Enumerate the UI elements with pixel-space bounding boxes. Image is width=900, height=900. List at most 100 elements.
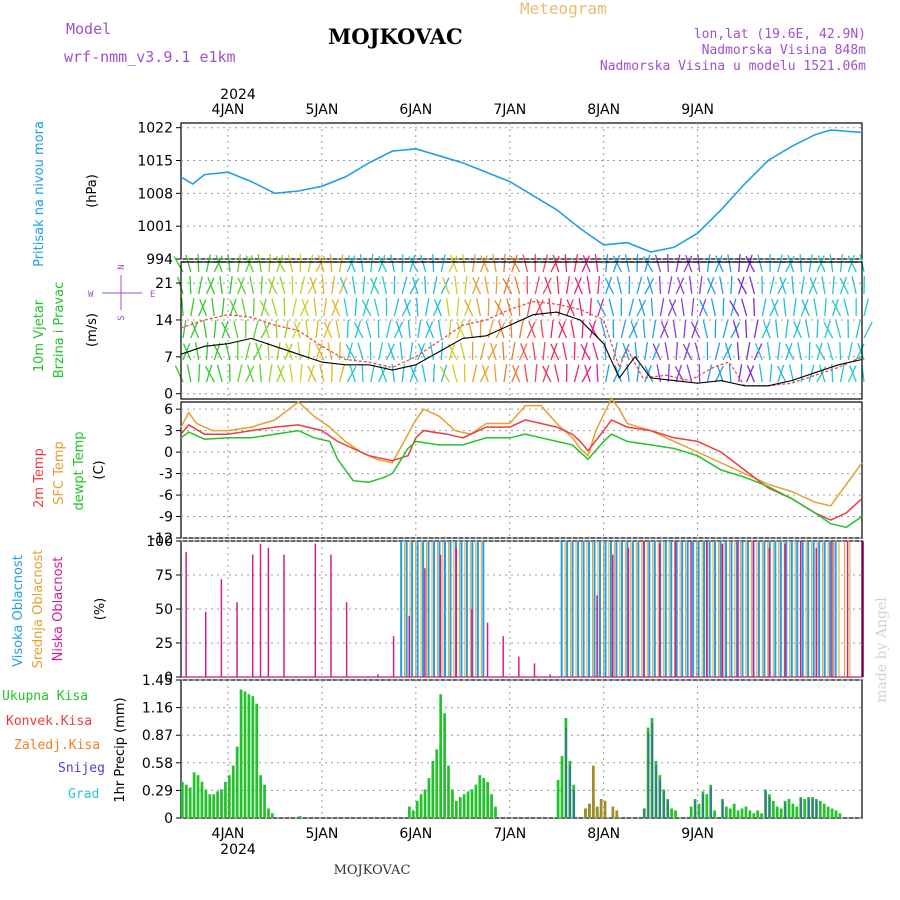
wind-barb bbox=[672, 320, 677, 339]
wind-barb bbox=[745, 342, 751, 361]
wind-barb bbox=[573, 277, 583, 295]
high-cloud-bar bbox=[476, 541, 479, 677]
cloud-ylabel: Visoka Oblacnost Srednja Oblacnost Niska… bbox=[11, 550, 108, 669]
frozen-precip-bar bbox=[588, 803, 591, 818]
legend-snow: Snijeg bbox=[58, 761, 105, 776]
3-ytick-label: 75 bbox=[155, 568, 173, 584]
wind-barb bbox=[753, 343, 763, 361]
wind-barb bbox=[447, 343, 458, 361]
wind-barb bbox=[688, 276, 693, 295]
wind-barb bbox=[307, 254, 314, 273]
low-cloud-bar bbox=[752, 541, 755, 677]
total-precip-bar bbox=[478, 775, 482, 818]
low-cloud-bar bbox=[627, 547, 630, 677]
snow-bar bbox=[647, 732, 650, 818]
wind-barb bbox=[667, 299, 677, 317]
high-cloud-bar bbox=[482, 541, 485, 677]
wind-barb bbox=[863, 321, 873, 339]
wind-barb bbox=[855, 320, 861, 339]
wind-barb bbox=[450, 254, 458, 273]
wind-barb bbox=[792, 298, 797, 317]
low-cloud-bar bbox=[643, 541, 645, 677]
wind-barb bbox=[407, 320, 411, 339]
wind-barb bbox=[323, 321, 333, 339]
wind-barb bbox=[370, 254, 374, 273]
wind-barb bbox=[785, 255, 795, 273]
wind-barb bbox=[847, 342, 853, 361]
wind-ylabel-line1: 10m Vjetar bbox=[32, 299, 47, 372]
wind-barb bbox=[299, 299, 309, 317]
temperature-panel: 6 3 0 -3 -6 -9 -12 bbox=[150, 396, 863, 547]
wind-barb bbox=[448, 255, 458, 273]
wind-barb bbox=[190, 298, 195, 317]
wind-barb bbox=[558, 321, 568, 339]
low-cloud-bar bbox=[220, 579, 223, 677]
wind-barb bbox=[805, 320, 810, 339]
wind-barb bbox=[391, 364, 395, 383]
top-day-label: 8JAN bbox=[587, 102, 620, 118]
wind-barb bbox=[393, 298, 400, 317]
high-cloud-bar bbox=[812, 541, 815, 677]
wind-barb bbox=[321, 276, 325, 295]
low-cloud-bar bbox=[251, 554, 254, 677]
wind-barb bbox=[815, 344, 826, 361]
wind-barb bbox=[808, 277, 817, 295]
wind-barb bbox=[174, 365, 184, 383]
wind-barb bbox=[675, 254, 681, 273]
mid-cloud-bar bbox=[745, 541, 747, 677]
wind-barb bbox=[213, 255, 223, 273]
wind-speed-line bbox=[180, 311, 863, 387]
wind-barb bbox=[753, 297, 756, 317]
wind-barb bbox=[550, 343, 560, 361]
wind-barb bbox=[329, 253, 333, 273]
wind-barb bbox=[349, 364, 356, 383]
wind-barb bbox=[224, 342, 231, 361]
wind-barb bbox=[534, 299, 544, 317]
snow-bar bbox=[573, 789, 575, 818]
wind-barb bbox=[638, 298, 646, 317]
wind-barb bbox=[644, 277, 655, 295]
wind-barb bbox=[487, 297, 490, 317]
total-precip-bar bbox=[443, 713, 446, 818]
total-precip-bar bbox=[474, 784, 478, 818]
total-precip-bar bbox=[267, 808, 270, 818]
wind-barb bbox=[268, 253, 272, 273]
high-cloud-bar bbox=[400, 541, 403, 677]
model-label: Model bbox=[66, 20, 111, 38]
low-cloud-bar bbox=[768, 547, 771, 677]
total-precip-bar bbox=[838, 813, 842, 818]
wind-barb bbox=[381, 276, 388, 295]
high-cloud-bar bbox=[433, 541, 436, 677]
wind-barb bbox=[636, 276, 643, 295]
wind-barb bbox=[797, 342, 803, 361]
mid-cloud-bar bbox=[816, 541, 818, 677]
wind-barb bbox=[758, 364, 763, 383]
wind-barb bbox=[351, 276, 356, 295]
wind-barb bbox=[800, 299, 809, 317]
high-cloud-bar bbox=[615, 541, 618, 677]
wind-barb bbox=[451, 364, 458, 383]
wind-barb bbox=[685, 254, 693, 273]
frozen-precip-bar bbox=[603, 800, 607, 818]
low-cloud-bar bbox=[815, 547, 818, 677]
wind-barb bbox=[776, 365, 787, 383]
4-ytick-label: 1.45 bbox=[142, 673, 173, 689]
3-ytick-label: 0 bbox=[164, 670, 173, 686]
wind-barb bbox=[369, 277, 380, 295]
2-ytick-label: -12 bbox=[150, 531, 173, 547]
wind-barb bbox=[562, 342, 568, 361]
wind-barb bbox=[624, 254, 630, 273]
mid-cloud-bar bbox=[426, 541, 428, 677]
snow-bar bbox=[710, 787, 712, 818]
high-cloud-bar bbox=[609, 541, 612, 677]
wind-barb bbox=[495, 275, 498, 295]
wind-barb bbox=[245, 365, 255, 383]
wind-barb bbox=[777, 342, 781, 361]
mid-cloud-bar bbox=[750, 541, 752, 677]
wind-barb bbox=[605, 364, 610, 383]
wind-barb bbox=[252, 297, 255, 317]
mid-cloud-bar bbox=[420, 541, 422, 677]
total-precip-bar bbox=[184, 784, 188, 818]
wind-barb bbox=[213, 343, 223, 361]
wind-barb bbox=[267, 341, 270, 361]
